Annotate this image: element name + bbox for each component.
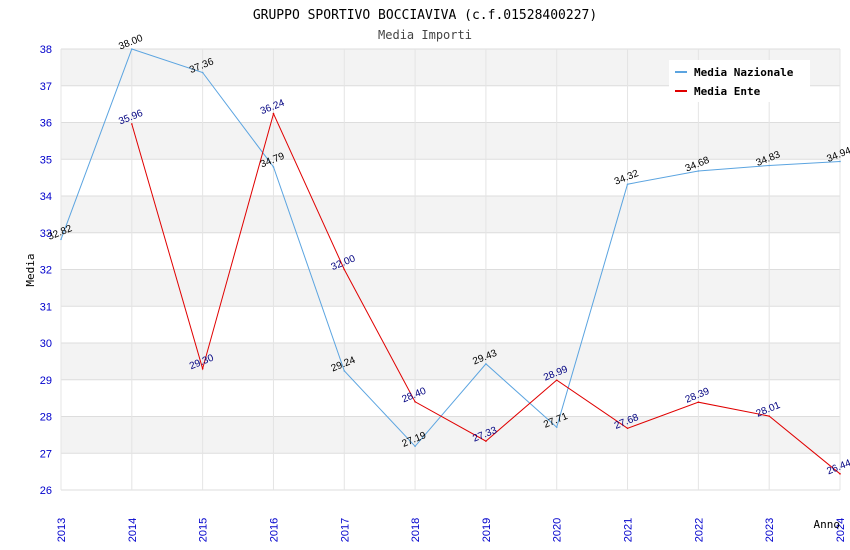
- x-axis-label: Anno: [814, 518, 841, 531]
- series-line-media-nazionale: [60, 48, 841, 448]
- data-point: [201, 71, 204, 74]
- data-point: [555, 426, 558, 428]
- y-axis-label: Media: [24, 253, 37, 286]
- grid-band: [61, 122, 840, 160]
- y-tick-label: 34: [40, 191, 52, 203]
- y-axis-ticks: 26 27 28 29 30 31 32 33 34 35 36 37 38: [40, 44, 52, 497]
- data-point: [839, 160, 841, 163]
- y-tick-label: 35: [40, 154, 52, 166]
- data-point: [131, 48, 133, 50]
- grid-band: [61, 416, 840, 454]
- y-tick-label: 26: [40, 485, 52, 497]
- y-tick-label: 37: [40, 81, 52, 93]
- data-point: [343, 268, 346, 271]
- data-point: [414, 445, 416, 448]
- data-point: [839, 473, 841, 475]
- data-point: [60, 238, 62, 241]
- grid-band: [61, 379, 840, 417]
- x-tick-label: 2016: [268, 518, 280, 542]
- series-group: [60, 48, 841, 475]
- data-point: [626, 183, 629, 186]
- data-point: [485, 440, 487, 442]
- x-tick-label: 2014: [127, 518, 139, 542]
- y-tick-label: 38: [40, 44, 52, 56]
- data-point: [343, 370, 346, 372]
- data-point: [697, 170, 700, 172]
- grid-band: [61, 453, 840, 490]
- y-tick-label: 30: [40, 338, 52, 350]
- legend-box: [669, 60, 810, 102]
- data-point: [697, 401, 700, 403]
- data-point: [201, 367, 204, 370]
- legend-entry: Media Ente: [694, 85, 761, 98]
- x-tick-label: 2018: [410, 518, 422, 542]
- x-tick-label: 2013: [56, 518, 68, 542]
- data-point: [555, 379, 558, 381]
- x-tick-label: 2020: [552, 518, 564, 542]
- grid-band: [61, 159, 840, 196]
- legend: Media Nazionale Media Ente: [669, 60, 810, 102]
- y-tick-label: 28: [40, 412, 52, 424]
- y-tick-label: 27: [40, 448, 52, 460]
- grid-band: [61, 306, 840, 343]
- chart-subtitle: Media Importi: [378, 28, 472, 42]
- data-point: [768, 164, 770, 167]
- x-tick-label: 2023: [764, 518, 776, 542]
- data-point: [626, 427, 629, 430]
- x-tick-label: 2022: [693, 518, 705, 542]
- grid-band: [61, 269, 840, 307]
- y-tick-label: 31: [40, 301, 52, 313]
- y-tick-label: 29: [40, 375, 52, 387]
- x-tick-label: 2024: [835, 518, 847, 542]
- data-point: [414, 401, 416, 403]
- grid-band: [61, 232, 840, 270]
- y-tick-label: 36: [40, 118, 52, 130]
- x-axis-ticks: 2013 2014 2015 2016 2017 2018 2019 2020 2021 2022…: [56, 518, 847, 542]
- x-tick-label: 2019: [481, 518, 493, 542]
- data-point: [272, 166, 275, 168]
- data-point: [768, 415, 770, 417]
- x-tick-label: 2021: [623, 518, 635, 542]
- data-point: [131, 123, 133, 125]
- data-point: [485, 363, 487, 365]
- y-tick-label: 33: [40, 228, 52, 240]
- x-tick-label: 2017: [339, 518, 351, 542]
- y-tick-label: 32: [40, 265, 52, 277]
- grid-band: [61, 196, 840, 233]
- legend-entry: Media Nazionale: [694, 66, 794, 79]
- x-tick-label: 2015: [198, 518, 210, 542]
- grid-bands: [60, 48, 841, 491]
- data-point: [272, 112, 275, 115]
- grid-band: [61, 343, 840, 380]
- chart-title: GRUPPO SPORTIVO BOCCIAVIVA (c.f.01528400…: [253, 8, 597, 23]
